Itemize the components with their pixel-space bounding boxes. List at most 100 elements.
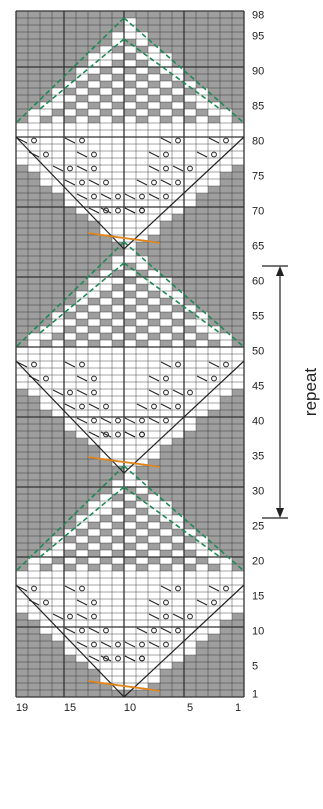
stitch-cell (124, 158, 136, 165)
stitch-cell (40, 116, 52, 123)
stitch-cell (40, 179, 52, 186)
stitch-cell (160, 368, 172, 375)
stitch-cell (148, 452, 160, 459)
stitch-cell (16, 578, 28, 585)
repeat-arrow-up-icon (276, 266, 284, 276)
col-label: 1 (235, 702, 241, 714)
stitch-cell (76, 102, 88, 109)
stitch-cell (148, 109, 160, 116)
stitch-cell (112, 207, 124, 214)
stitch-cell (124, 95, 136, 102)
stitch-cell (100, 585, 112, 592)
stitch-cell (136, 431, 148, 438)
stitch-cell (88, 67, 100, 74)
yarn-over-icon (91, 165, 97, 172)
stitch-cell (52, 606, 64, 613)
stitch-cell (124, 32, 136, 39)
stitch-cell (100, 361, 112, 368)
stitch-cell (232, 606, 244, 613)
stitch-cell (148, 46, 160, 53)
stitch-cell (172, 340, 184, 347)
stitch-cell (40, 158, 52, 165)
stitch-cell (64, 641, 76, 648)
yarn-over-icon (223, 361, 229, 368)
stitch-cell (76, 74, 88, 81)
stitch-cell (172, 431, 184, 438)
stitch-cell (160, 298, 172, 305)
stitch-cell (208, 144, 220, 151)
row-label: 50 (252, 346, 264, 358)
stitch-cell (184, 144, 196, 151)
stitch-cell (40, 123, 52, 130)
stitch-cell (160, 396, 172, 403)
stitch-cell (232, 361, 244, 368)
stitch-cell (76, 172, 88, 179)
stitch-cell (100, 424, 112, 431)
stitch-cell (172, 291, 184, 298)
stitch-cell (100, 396, 112, 403)
yarn-over-icon (31, 361, 37, 368)
stitch-cell (220, 606, 232, 613)
stitch-cell (136, 613, 148, 620)
stitch-cell (100, 74, 112, 81)
stitch-cell (100, 165, 112, 172)
stitch-cell (136, 235, 148, 242)
stitch-cell (28, 578, 40, 585)
stitch-cell (64, 102, 76, 109)
k2tog-icon (52, 165, 64, 172)
stitch-cell (184, 312, 196, 319)
stitch-cell (184, 564, 196, 571)
stitch-cell (76, 95, 88, 102)
stitch-cell (112, 683, 124, 690)
stitch-cell (124, 39, 136, 46)
stitch-cell (100, 347, 112, 354)
stitch-cell (172, 620, 184, 627)
k2tog-icon (160, 403, 172, 410)
stitch-cell (40, 326, 52, 333)
stitch-cell (52, 123, 64, 130)
stitch-cell (100, 543, 112, 550)
stitch-cell (172, 368, 184, 375)
stitch-cell (136, 669, 148, 676)
stitch-cell (124, 102, 136, 109)
stitch-cell (76, 109, 88, 116)
stitch-cell (208, 564, 220, 571)
stitch-cell (184, 396, 196, 403)
stitch-cell (124, 403, 136, 410)
stitch-cell (64, 158, 76, 165)
yarn-over-icon (67, 389, 73, 396)
stitch-cell (148, 326, 160, 333)
stitch-cell (232, 571, 244, 578)
stitch-cell (136, 193, 148, 200)
stitch-cell (136, 137, 148, 144)
yarn-over-icon (115, 207, 121, 214)
stitch-cell (124, 74, 136, 81)
row-label: 30 (252, 486, 264, 498)
stitch-cell (88, 515, 100, 522)
stitch-cell (88, 74, 100, 81)
stitch-cell (88, 354, 100, 361)
stitch-cell (148, 347, 160, 354)
stitch-cell (160, 620, 172, 627)
stitch-cell (112, 494, 124, 501)
stitch-cell (124, 613, 136, 620)
stitch-cell (124, 284, 136, 291)
stitch-cell (76, 298, 88, 305)
stitch-cell (88, 396, 100, 403)
stitch-cell (148, 536, 160, 543)
stitch-cell (136, 109, 148, 116)
stitch-cell (124, 46, 136, 53)
stitch-cell (76, 291, 88, 298)
stitch-cell (196, 186, 208, 193)
stitch-cell (136, 662, 148, 669)
stitch-cell (208, 172, 220, 179)
stitch-cell (76, 648, 88, 655)
stitch-cell (100, 382, 112, 389)
stitch-cell (148, 585, 160, 592)
stitch-cell (208, 102, 220, 109)
stitch-cell (52, 95, 64, 102)
stitch-cell (76, 340, 88, 347)
stitch-cell (40, 172, 52, 179)
decrease-dash-line (123, 262, 221, 334)
stitch-cell (112, 312, 124, 319)
